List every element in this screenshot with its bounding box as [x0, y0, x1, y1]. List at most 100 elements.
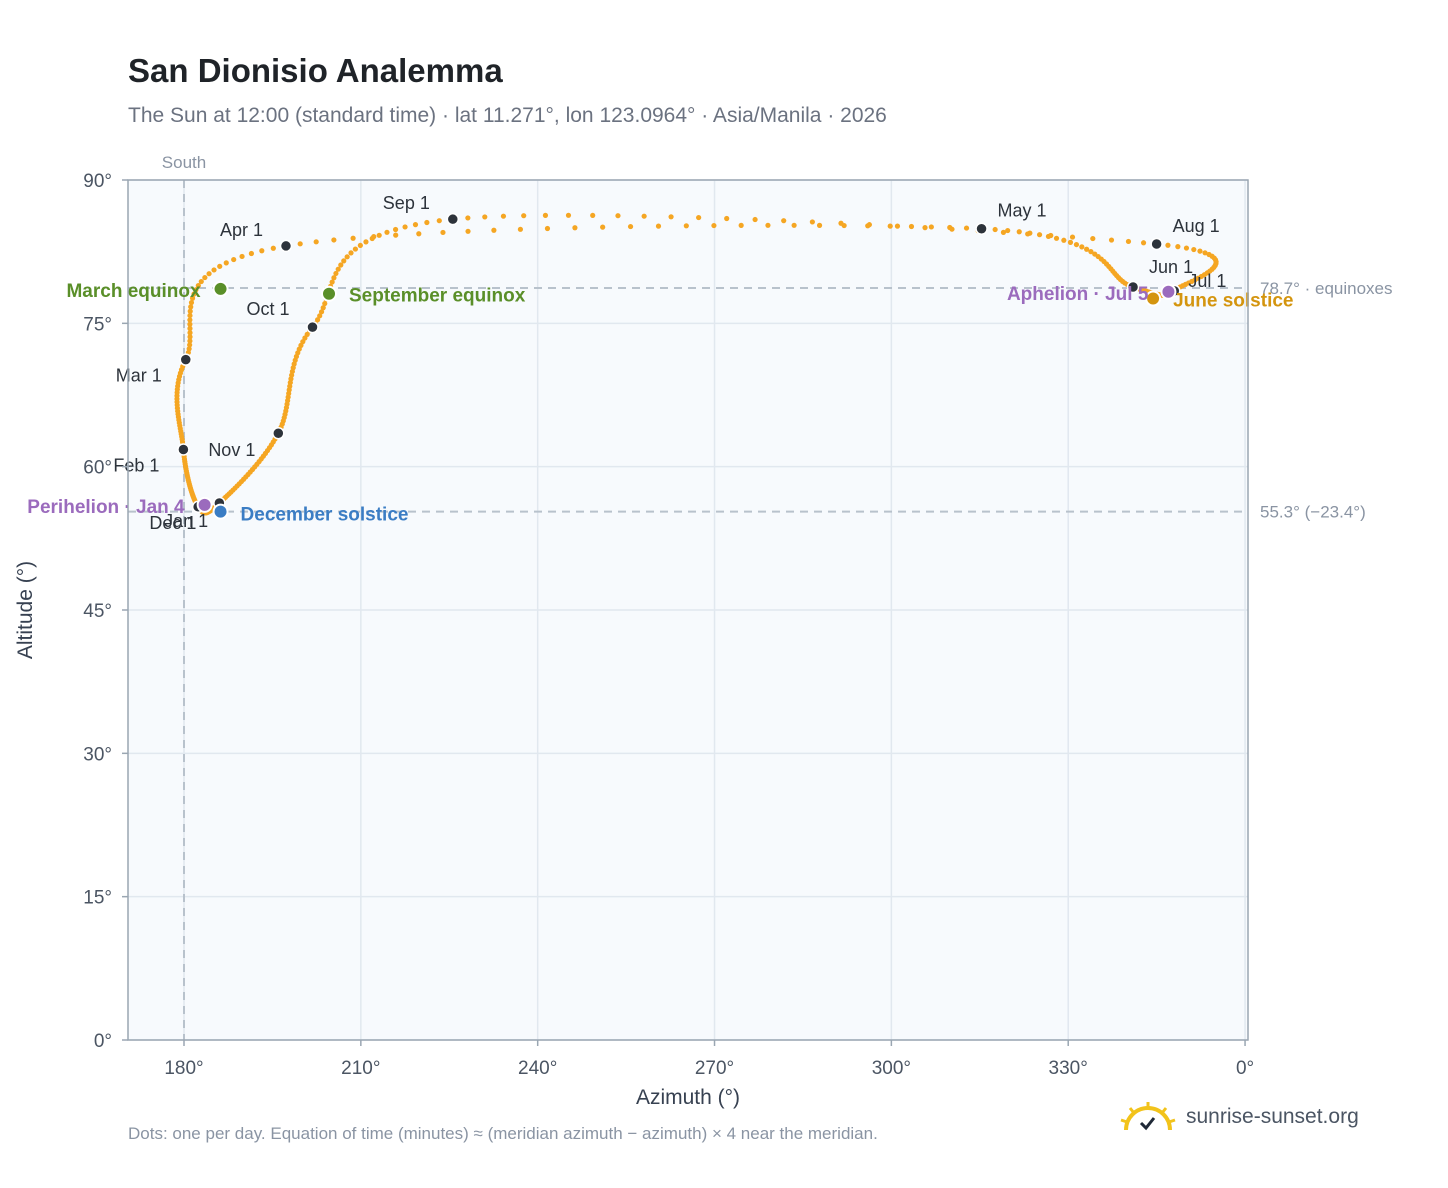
daily-sun-position-dot: [1000, 229, 1007, 235]
month-marker-label: Dec 1: [149, 513, 196, 533]
daily-sun-position-dot: [565, 212, 572, 218]
daily-sun-position-dot: [1175, 244, 1181, 250]
daily-sun-position-dot: [217, 263, 223, 269]
daily-sun-position-dot: [191, 291, 197, 297]
x-tick-label: 210°: [341, 1058, 380, 1079]
daily-sun-position-dot: [392, 226, 399, 233]
daily-sun-position-dot: [781, 218, 787, 224]
daily-sun-position-dot: [1088, 249, 1094, 255]
daily-sun-position-dot: [838, 220, 844, 226]
daily-sun-position-dot: [1025, 231, 1031, 237]
daily-sun-position-dot: [187, 338, 193, 344]
daily-sun-position-dot: [424, 219, 430, 226]
daily-sun-position-dot: [600, 224, 606, 230]
daily-sun-position-dot: [517, 226, 524, 232]
daily-sun-position-dot: [187, 321, 193, 327]
daily-sun-position-dot: [376, 232, 382, 238]
month-marker-label: Apr 1: [220, 220, 263, 240]
daily-sun-position-dot: [1016, 229, 1022, 235]
daily-sun-position-dot: [465, 228, 471, 234]
daily-sun-position-dot: [270, 245, 276, 251]
daily-sun-position-dot: [329, 279, 335, 285]
daily-sun-position-dot: [320, 305, 326, 311]
daily-sun-position-dot: [333, 270, 339, 277]
daily-sun-position-dot: [239, 253, 245, 260]
month-marker-dot: [975, 222, 988, 235]
brand-name: sunrise-sunset.org: [1186, 1105, 1359, 1128]
month-marker-label: Feb 1: [113, 455, 159, 475]
daily-sun-position-dot: [542, 212, 549, 218]
daily-sun-position-dot: [1079, 244, 1085, 250]
daily-sun-position-dot: [1183, 245, 1190, 251]
month-marker-label: Aug 1: [1173, 216, 1220, 236]
daily-sun-position-dot: [696, 214, 702, 221]
x-tick-label: 300°: [872, 1058, 911, 1079]
y-tick-label: 75°: [83, 314, 112, 335]
x-tick-label: 180°: [164, 1058, 203, 1079]
daily-sun-position-dot: [1125, 238, 1132, 245]
daily-sun-position-dot: [187, 334, 193, 340]
daily-sun-position-dot: [1140, 240, 1147, 246]
month-marker-label: Nov 1: [208, 440, 255, 460]
daily-sun-position-dot: [668, 214, 674, 220]
daily-sun-position-dot: [211, 267, 217, 273]
x-tick-label: 240°: [518, 1058, 557, 1079]
month-marker-dot: [279, 239, 293, 253]
daily-sun-position-dot: [627, 223, 634, 230]
daily-sun-position-dot: [402, 224, 408, 230]
event-marker-dot: [1145, 290, 1162, 307]
daily-sun-position-dot: [544, 225, 551, 232]
daily-sun-position-dot: [338, 262, 344, 268]
daily-sun-position-dot: [188, 304, 194, 310]
daily-sun-position-dot: [572, 225, 578, 231]
daily-sun-position-dot: [521, 213, 527, 219]
daily-sun-position-dot: [1084, 246, 1090, 252]
sun-logo-icon: [1120, 1102, 1176, 1131]
x-axis-label: Azimuth (°): [636, 1086, 740, 1109]
event-marker-dot: [321, 285, 338, 302]
daily-sun-position-dot: [887, 223, 893, 229]
event-marker-dot: [1160, 283, 1177, 300]
daily-sun-position-dot: [922, 225, 928, 231]
daily-sun-position-dot: [1165, 242, 1171, 248]
daily-sun-position-dot: [1053, 235, 1060, 241]
daily-sun-position-dot: [641, 213, 647, 219]
daily-sun-position-dot: [1048, 232, 1054, 239]
daily-sun-position-dot: [440, 229, 446, 236]
month-marker-dot: [179, 353, 193, 366]
daily-sun-position-dot: [259, 248, 265, 254]
daily-sun-position-dot: [992, 226, 998, 233]
daily-sun-position-dot: [313, 239, 319, 245]
x-tick-label: 270°: [695, 1058, 734, 1079]
daily-sun-position-dot: [465, 215, 471, 221]
daily-sun-position-dot: [248, 250, 255, 257]
daily-sun-position-dot: [765, 222, 771, 228]
daily-sun-position-dot: [1108, 237, 1115, 243]
daily-sun-position-dot: [1202, 250, 1208, 256]
daily-sun-position-dot: [331, 237, 337, 243]
brand[interactable]: sunrise-sunset.org: [1120, 1100, 1359, 1134]
daily-sun-position-dot: [317, 313, 323, 319]
axis-ticks: 180° 210° 240° 270° 300° 330° 0° 0° 15° 30° 45° 60°…: [83, 171, 1254, 1079]
y-tick-label: 45°: [83, 601, 112, 622]
daily-sun-position-dot: [1090, 235, 1096, 242]
event-marker-label: June solstice: [1173, 290, 1293, 311]
daily-sun-position-dot: [344, 254, 350, 260]
y-axis-label: Altitude (°): [14, 561, 37, 659]
daily-sun-position-dot: [195, 283, 201, 289]
month-marker-label: Jun 1: [1149, 257, 1193, 277]
altitude-reference-label: 78.7° · equinoxes: [1260, 279, 1393, 298]
y-tick-label: 60°: [83, 458, 112, 479]
month-marker-label: May 1: [998, 201, 1047, 221]
month-marker-dot: [272, 426, 285, 440]
daily-sun-position-dot: [223, 260, 229, 266]
daily-sun-position-dot: [1191, 246, 1197, 253]
meridian-label: South: [162, 153, 206, 172]
event-marker-dot: [196, 496, 213, 513]
event-marker-label: March equinox: [66, 281, 201, 302]
daily-sun-position-dot: [187, 330, 193, 336]
daily-sun-position-dot: [491, 227, 497, 233]
daily-sun-position-dot: [352, 246, 359, 252]
daily-sun-position-dot: [318, 309, 325, 315]
daily-sun-position-dot: [202, 274, 208, 281]
